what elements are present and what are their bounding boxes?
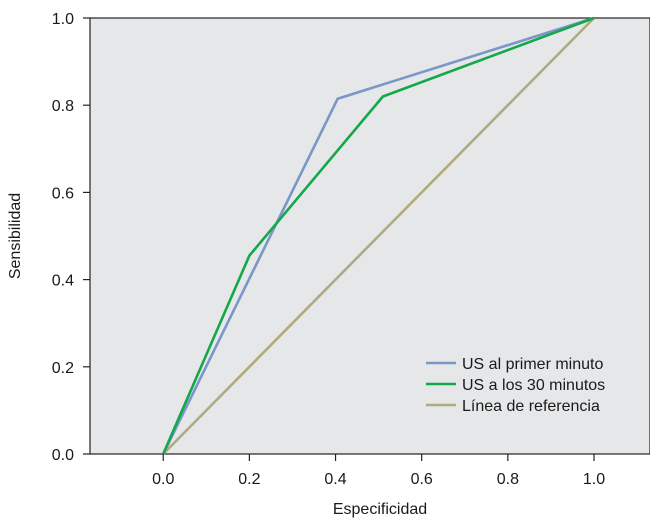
legend-label: US a los 30 minutos — [462, 377, 605, 394]
y-tick-label: 1.0 — [52, 11, 74, 28]
series-line-2 — [162, 17, 595, 455]
axes-layer: 0.0 0.2 0.4 0.6 0.8 1.0 0.0 0.2 0.4 0.6 0.8 1.0 — [52, 11, 605, 488]
x-tick-label: 0.0 — [152, 471, 174, 488]
x-tick-label: 0.2 — [238, 471, 260, 488]
legend-label: US al primer minuto — [462, 356, 603, 373]
x-tick-label: 1.0 — [583, 471, 605, 488]
y-tick-label: 0.8 — [52, 98, 74, 115]
plot-area — [89, 17, 650, 455]
y-axis-title: Sensibilidad — [7, 193, 24, 279]
y-tick-label: 0.6 — [52, 185, 74, 202]
series-line-1 — [162, 16, 595, 455]
series-layer — [162, 16, 595, 455]
x-tick-label: 0.8 — [497, 471, 519, 488]
y-tick-label: 0.4 — [52, 273, 74, 290]
series-line-0 — [162, 16, 595, 455]
x-tick-label: 0.6 — [411, 471, 433, 488]
x-axis-title: Especificidad — [333, 501, 427, 518]
legend-label: Línea de referencia — [462, 398, 600, 415]
y-tick-label: 0.0 — [52, 447, 74, 464]
y-tick-label: 0.2 — [52, 360, 74, 377]
x-tick-label: 0.4 — [324, 471, 346, 488]
legend: US al primer minuto US a los 30 minutos Lí… — [426, 356, 605, 415]
